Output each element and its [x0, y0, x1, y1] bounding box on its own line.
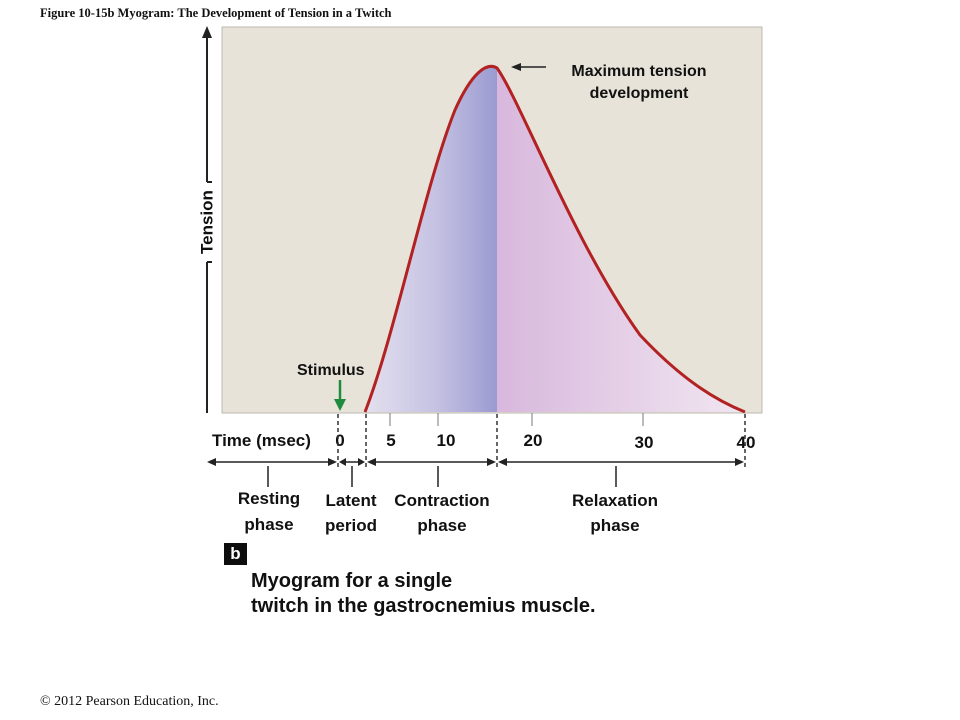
caption-line2: twitch in the gastrocnemius muscle. [251, 595, 596, 617]
phase-latent-line1: Latent [326, 491, 377, 510]
phase-relaxation-line1: Relaxation [572, 491, 658, 510]
phase-latent-line2: period [325, 516, 377, 535]
twitch-curve [363, 65, 746, 414]
tick-label-10: 10 [437, 431, 456, 450]
phase-contraction-line2: phase [417, 516, 466, 535]
contraction-area [365, 66, 497, 412]
phase-resting-line2: phase [244, 515, 293, 534]
time-ticks [389, 413, 644, 426]
tick-label-20: 20 [524, 431, 543, 450]
tick-label-5: 5 [386, 431, 395, 450]
tick-label-0: 0 [335, 431, 344, 450]
panel-badge: b [224, 543, 247, 565]
phase-contraction-line1: Contraction [394, 491, 489, 510]
peak-pointer [511, 63, 546, 71]
stimulus-arrow [334, 380, 346, 411]
stimulus-label: Stimulus [297, 362, 365, 379]
x-axis-label: Time (msec) [212, 431, 311, 450]
copyright-notice: © 2012 Pearson Education, Inc. [40, 694, 219, 709]
phase-resting-line1: Resting [238, 489, 300, 508]
tension-axis [202, 26, 212, 413]
peak-label-line1: Maximum tension [571, 63, 706, 80]
peak-label-line2: development [590, 85, 689, 102]
tick-label-30: 30 [635, 433, 654, 452]
tick-label-40: 40 [737, 433, 756, 452]
figure-title: Figure 10-15b Myogram: The Development o… [40, 6, 392, 20]
phase-relaxation-line2: phase [590, 516, 639, 535]
caption-line1: Myogram for a single [251, 570, 453, 592]
y-axis-label: Tension [198, 190, 217, 254]
phase-range-arrows [207, 458, 744, 487]
relaxation-area [497, 68, 745, 412]
figure-caption: Myogram for a single twitch in the gastr… [251, 569, 596, 619]
phase-boundaries [337, 414, 746, 470]
